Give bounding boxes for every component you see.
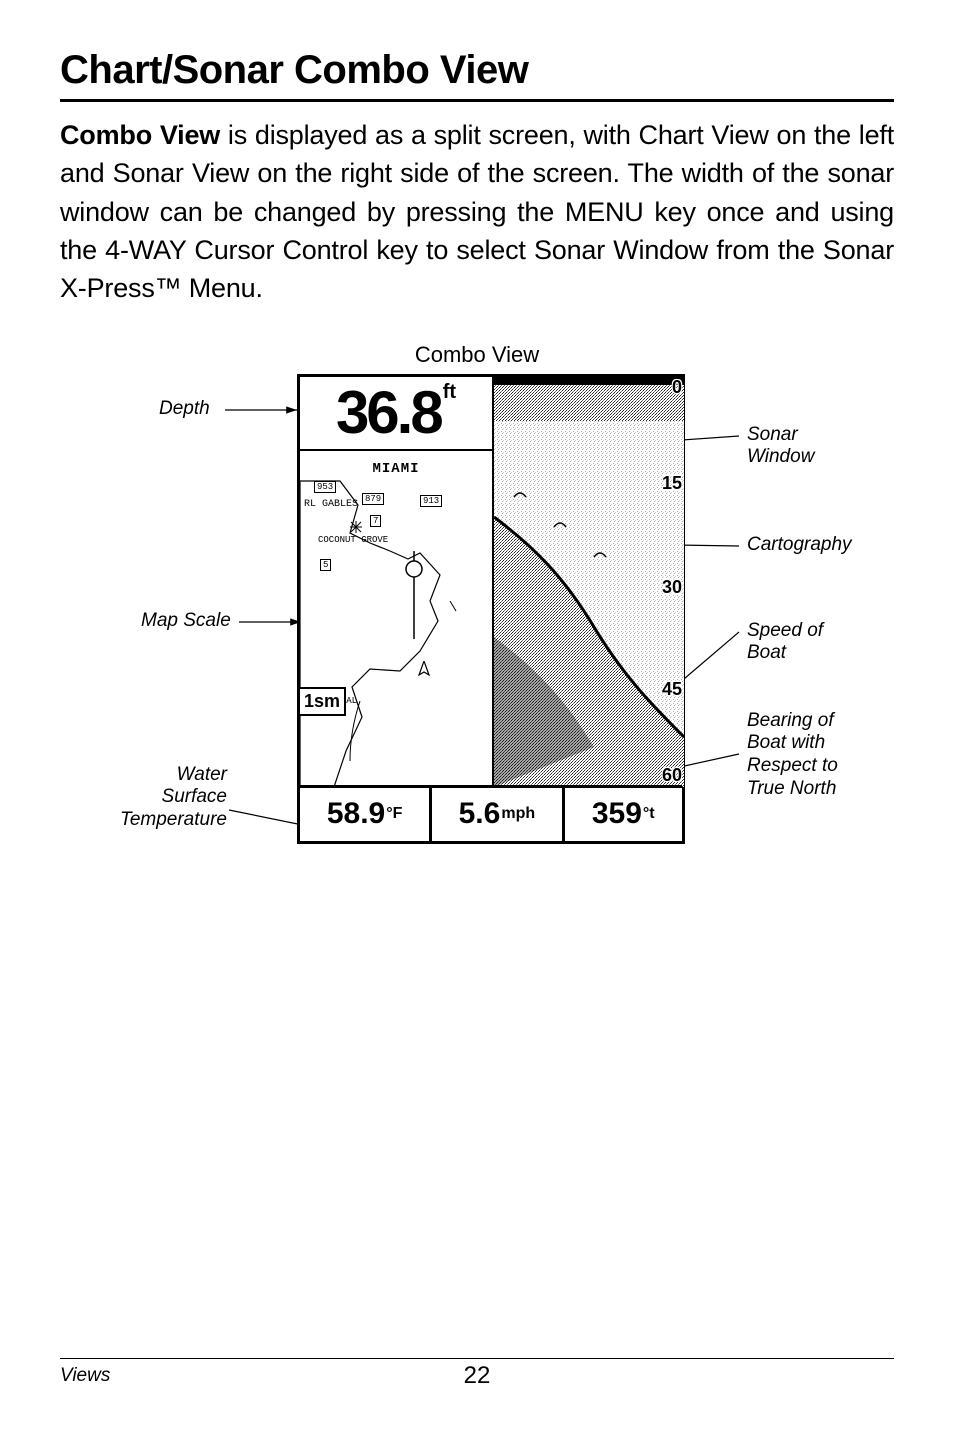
sonar-scale-label: 60 <box>662 765 682 786</box>
depth-sounding-chip: 913 <box>420 495 442 507</box>
page-footer: Views 22 <box>60 1358 894 1387</box>
combo-view-term: Combo View <box>60 120 220 150</box>
body-paragraph: Combo View is displayed as a split scree… <box>60 116 894 308</box>
bearing-unit: °t <box>643 805 655 823</box>
speed-unit: mph <box>501 805 535 823</box>
temp-cell: 58.9 °F <box>300 788 432 841</box>
bearing-value: 359 <box>592 797 642 831</box>
depth-value: 36.8 <box>336 377 441 443</box>
device-screen: 36.8 ft <box>297 374 685 844</box>
callout-map-scale: Map Scale <box>141 610 231 633</box>
callout-bearing: Bearing of Boat with Respect to True Nor… <box>747 710 838 801</box>
speed-cell: 5.6 mph <box>432 788 564 841</box>
sonar-pane: 0 15 30 45 60 <box>494 377 684 787</box>
sonar-scale-label: 15 <box>662 473 682 494</box>
bearing-cell: 359 °t <box>565 788 683 841</box>
callout-depth: Depth <box>159 398 210 421</box>
speed-value: 5.6 <box>459 797 501 831</box>
depth-sounding-chip: 953 <box>314 481 336 493</box>
map-coconut-label: COCONUT GROVE <box>318 535 388 545</box>
footer-page-number: 22 <box>60 1362 894 1390</box>
combo-view-figure: Combo View <box>97 342 857 872</box>
map-city-label: MIAMI <box>300 461 492 477</box>
chart-map: MIAMI RL GABLES COCONUT GROVE CANAL 1sm … <box>300 451 492 787</box>
map-scale-box: 1sm <box>300 687 346 716</box>
depth-sounding-chip: 7 <box>370 515 381 527</box>
callout-speed: Speed of Boat <box>747 620 857 666</box>
sonar-scale-label: 45 <box>662 679 682 700</box>
depth-unit: ft <box>443 381 456 404</box>
sonar-return <box>494 377 684 787</box>
depth-sounding-chip: 5 <box>320 559 331 571</box>
map-gables-label: RL GABLES <box>304 499 358 510</box>
figure-title: Combo View <box>97 342 857 368</box>
chart-pane: 36.8 ft <box>300 377 494 787</box>
callout-sonar-window: Sonar Window <box>747 424 857 470</box>
page-title: Chart/Sonar Combo View <box>60 48 894 93</box>
depth-readout: 36.8 ft <box>300 377 492 451</box>
sonar-scale-label: 30 <box>662 577 682 598</box>
callout-cartography: Cartography <box>747 534 852 557</box>
title-rule <box>60 99 894 102</box>
depth-sounding-chip: 879 <box>362 493 384 505</box>
status-bar: 58.9 °F 5.6 mph 359 °t <box>300 785 682 841</box>
sonar-scale-label: 0 <box>672 377 682 398</box>
callout-water-temp: Water Surface Temperature <box>117 764 227 832</box>
temp-unit: °F <box>386 805 402 823</box>
boat-icon <box>418 661 430 677</box>
temp-value: 58.9 <box>327 797 385 831</box>
